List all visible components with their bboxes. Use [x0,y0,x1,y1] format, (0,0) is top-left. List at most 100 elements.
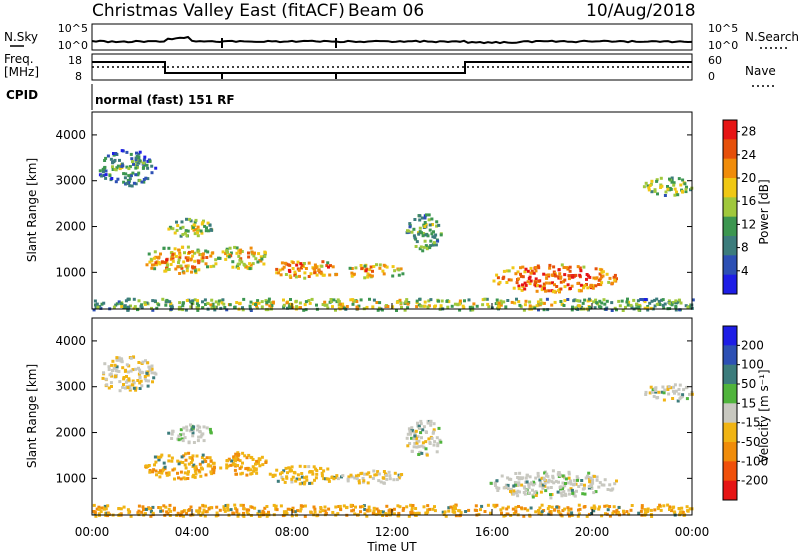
power-echo-cell [545,276,549,280]
y-tick-label: 1000 [55,471,86,485]
vel-echo-cell [432,430,435,434]
power-echo-cell [554,274,558,278]
vel-echo-cell [608,483,612,487]
power-echo-cell [571,275,574,279]
power-echo-cell [594,267,598,271]
power-echo-cell [517,300,521,304]
power-echo-cell [313,263,317,267]
vel-echo-cell [140,510,144,514]
vel-echo-cell [349,503,353,507]
vel-echo-cell [350,475,354,479]
colorbar-tick-label: 12 [741,217,756,231]
vel-echo-cell [589,476,593,480]
vel-echo-cell [526,508,530,512]
power-echo-cell [135,151,138,155]
power-echo-cell [205,256,209,259]
vel-echo-cell [668,505,672,509]
vel-echo-cell [678,397,682,401]
power-echo-cell [226,250,229,254]
vel-echo-cell [590,506,594,510]
vel-echo-cell [409,432,412,436]
vel-echo-cell [103,504,107,508]
power-echo-cell [567,274,571,278]
colorbar-tick-label: -50 [741,435,761,449]
vel-echo-cell [245,508,249,512]
power-echo-cell [533,306,537,310]
vel-echo-cell [564,477,568,481]
power-echo-cell [683,182,687,186]
power-echo-cell [430,217,434,221]
vel-echo-cell [396,504,400,508]
power-echo-cell [294,299,298,303]
power-echo-cell [517,287,521,291]
vel-echo-cell [479,508,482,512]
vel-echo-cell [193,466,197,470]
vel-echo-cell [247,512,250,516]
vel-echo-cell [201,453,205,457]
power-echo-cell [583,298,587,302]
vel-echo-cell [640,506,644,510]
vel-echo-cell [622,509,625,513]
power-echo-cell [502,300,506,304]
vel-echo-cell [282,510,286,514]
power-echo-cell [514,272,518,276]
power-echo-cell [145,163,149,167]
power-echo-cell [126,308,130,312]
vel-echo-cell [202,425,206,429]
power-echo-cell [670,303,674,307]
power-echo-cell [196,231,199,235]
vel-echo-cell [233,458,237,462]
power-echo-cell [434,233,438,237]
y-tick-label: 3000 [55,380,86,394]
y-tick-label: 2000 [55,426,86,440]
power-echo-cell [193,269,197,273]
power-echo-cell [673,193,677,197]
power-echo-cell [137,155,141,159]
power-echo-cell [668,177,671,181]
vel-echo-cell [208,427,212,431]
vel-echo-cell [324,511,328,515]
vel-echo-cell [421,428,425,432]
vel-echo-cell [160,453,164,457]
power-echo-cell [551,281,554,285]
power-echo-cell [398,298,402,302]
vel-echo-cell [162,504,166,508]
vel-echo-cell [180,455,184,459]
power-echo-cell [655,302,659,306]
power-echo-cell [580,305,584,309]
power-echo-cell [100,302,104,306]
vel-echo-cell [575,489,578,493]
vel-echo-cell [531,488,534,492]
vel-echo-cell [126,508,130,512]
power-echo-cell [300,263,304,267]
power-echo-cell [323,303,327,307]
power-echo-cell [191,254,195,258]
power-echo-cell [539,298,543,302]
power-echo-cell [391,265,395,269]
vel-echo-cell [279,472,282,476]
power-echo-cell [586,299,590,303]
vel-echo-cell [191,458,194,462]
vel-echo-cell [287,466,291,470]
vel-echo-cell [173,506,176,510]
power-echo-cell [127,167,131,171]
vel-echo-cell [531,493,535,497]
vel-echo-cell [588,480,592,484]
velocity-colorbar-label: Velocity [m s⁻¹] [757,369,771,462]
vel-echo-cell [198,425,202,429]
power-heatmap [92,149,695,312]
vel-echo-cell [419,422,423,426]
power-echo-cell [228,246,232,250]
power-echo-cell [578,266,582,270]
power-echo-cell [209,254,213,258]
power-echo-cell [415,240,419,244]
power-echo-cell [259,259,263,263]
vel-echo-cell [107,368,111,371]
power-echo-cell [259,255,263,259]
power-echo-cell [325,264,329,268]
vel-echo-cell [350,509,354,513]
vel-echo-cell [147,379,150,383]
vel-echo-cell [561,481,565,485]
power-echo-cell [407,229,411,233]
vel-echo-cell [300,481,304,485]
